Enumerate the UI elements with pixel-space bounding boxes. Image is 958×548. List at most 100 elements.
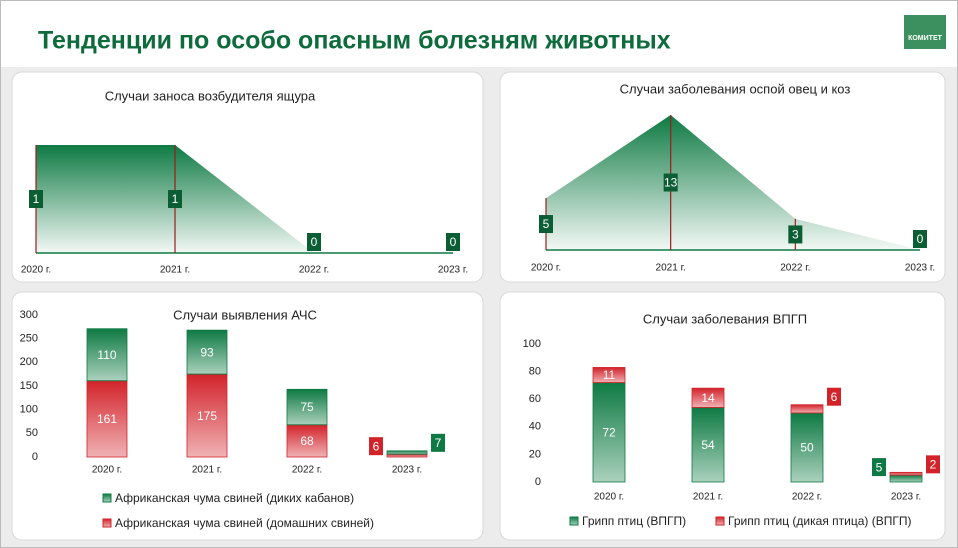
value-label: 14: [701, 391, 715, 405]
value-label-box: [29, 190, 43, 208]
legend-swatch: [102, 518, 112, 528]
x-tick-label: 2022 г.: [292, 465, 322, 476]
area: [546, 115, 920, 250]
value-label: 0: [311, 235, 318, 249]
x-tick-label: 2023 г.: [905, 263, 935, 274]
bar-segment: [889, 474, 923, 483]
y-tick-label: 100: [20, 404, 38, 416]
legend-label: Грипп птиц (дикая птица) (ВПГП): [728, 514, 911, 528]
y-tick-label: 300: [20, 309, 38, 321]
value-label: 3: [792, 228, 799, 242]
legend-swatch: [715, 516, 725, 526]
logo: [904, 15, 946, 49]
y-tick-label: 100: [523, 338, 541, 350]
x-tick-label: 2020 г.: [594, 492, 624, 503]
y-tick-label: 200: [20, 356, 38, 368]
y-tick-label: 60: [529, 393, 541, 405]
y-tick-label: 150: [20, 380, 38, 392]
value-label: 175: [197, 409, 217, 423]
value-label: 110: [97, 348, 116, 362]
value-label-box: [431, 433, 445, 452]
value-label-box: [663, 173, 678, 192]
value-label: 1: [33, 192, 40, 206]
y-tick-label: 80: [529, 366, 541, 378]
bar-segment: [86, 380, 128, 458]
value-label: 0: [917, 232, 924, 246]
chart-title: Случаи заноса возбудителя ящура: [105, 88, 316, 103]
x-tick-label: 2022 г.: [299, 265, 329, 276]
bar-segment: [286, 424, 328, 458]
value-label: 5: [543, 217, 550, 231]
x-tick-label: 2020 г.: [531, 263, 561, 274]
x-tick-label: 2020 г.: [92, 465, 122, 476]
y-tick-label: 40: [529, 421, 541, 433]
value-label: 1: [172, 192, 179, 206]
x-tick-label: 2023 г.: [438, 265, 468, 276]
value-label: 7: [435, 436, 442, 450]
page-title: Тенденции по особо опасным болезням живо…: [38, 27, 671, 55]
value-label: 6: [373, 439, 380, 453]
value-label: 68: [300, 434, 314, 448]
value-label-box: [926, 455, 940, 474]
x-tick-label: 2021 г.: [656, 263, 686, 274]
bar-segment: [386, 453, 428, 458]
y-tick-label: 0: [535, 476, 541, 488]
panel: [11, 291, 484, 541]
value-label: 75: [300, 400, 314, 414]
value-label: 161: [97, 412, 117, 426]
value-label-box: [872, 458, 886, 477]
legend-label: Африканская чума свиней (домашних свиней…: [115, 516, 374, 530]
y-tick-label: 20: [529, 448, 541, 460]
x-tick-label: 2023 г.: [891, 492, 921, 503]
bar-segment: [186, 329, 228, 375]
value-label-box: [307, 233, 321, 251]
legend-label: Грипп птиц (ВПГП): [582, 514, 686, 528]
x-tick-label: 2022 г.: [780, 263, 810, 274]
value-label: 2: [930, 458, 937, 472]
y-tick-label: 50: [26, 427, 38, 439]
header: [1, 1, 957, 67]
value-label: 93: [200, 345, 214, 359]
bar-segment: [592, 367, 626, 384]
value-label-box: [913, 230, 927, 248]
bar-segment: [592, 382, 626, 483]
x-tick-label: 2021 г.: [192, 465, 222, 476]
x-tick-label: 2022 г.: [792, 492, 822, 503]
x-tick-label: 2023 г.: [392, 465, 422, 476]
x-tick-label: 2021 г.: [160, 265, 190, 276]
value-label-box: [369, 437, 383, 456]
value-label: 5: [876, 460, 883, 474]
value-label-box: [168, 190, 182, 208]
bar-segment: [691, 387, 725, 408]
bar-segment: [86, 328, 128, 382]
legend-label: Африканская чума свиней (диких кабанов): [115, 491, 354, 505]
value-label-box: [827, 387, 841, 406]
legend-swatch: [102, 493, 112, 503]
chart-title: Случаи выявления АЧС: [173, 307, 317, 322]
x-tick-label: 2021 г.: [693, 492, 723, 503]
bar-segment: [186, 373, 228, 458]
y-tick-label: 0: [32, 451, 38, 463]
value-label-box: [539, 215, 553, 234]
logo-text: КОМИТЕТ: [908, 35, 943, 42]
value-label-box: [446, 233, 460, 251]
value-label-box: [788, 225, 803, 244]
chart-title: Случаи заболевания ВПГП: [643, 311, 807, 326]
area: [36, 145, 453, 253]
bar-segment: [691, 407, 725, 483]
legend-swatch: [569, 516, 579, 526]
value-label: 13: [664, 176, 678, 190]
value-label: 6: [831, 390, 838, 404]
chart-title: Случаи заболевания оспой овец и коз: [620, 81, 851, 96]
bar-segment: [790, 412, 824, 483]
bar-segment: [286, 388, 328, 426]
value-label: 0: [450, 235, 457, 249]
value-label: 54: [701, 438, 715, 452]
bar-segment: [386, 450, 428, 455]
value-label: 72: [602, 425, 616, 439]
bar-segment: [889, 471, 923, 476]
value-label: 11: [603, 368, 616, 382]
value-label: 50: [800, 441, 814, 455]
x-tick-label: 2020 г.: [21, 265, 51, 276]
